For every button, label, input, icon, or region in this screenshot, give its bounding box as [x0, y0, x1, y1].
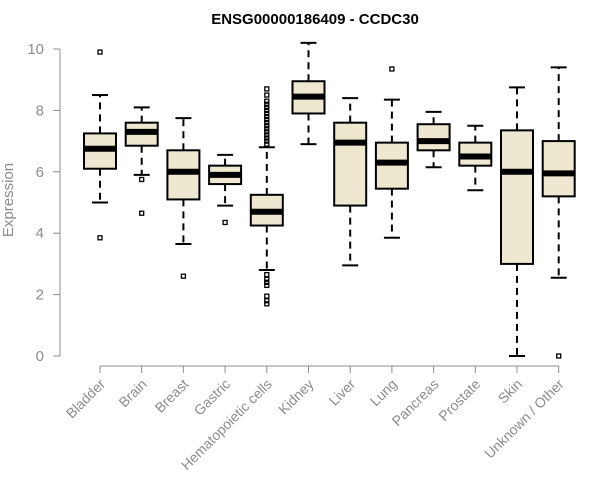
boxes — [83, 41, 576, 359]
box-brain — [124, 106, 159, 216]
box-liver — [333, 97, 368, 267]
iqr-box — [416, 123, 451, 152]
outlier-point — [264, 276, 270, 282]
y-tick-label: 10 — [27, 41, 44, 58]
x-tick-label: Breast — [152, 376, 192, 416]
box-kidney — [291, 41, 326, 146]
y-tick-label: 4 — [36, 225, 44, 242]
outlier-point — [264, 113, 270, 120]
outlier-point — [264, 138, 270, 144]
outlier-point — [264, 86, 270, 92]
iqr-box — [500, 129, 534, 265]
outlier-point — [264, 132, 270, 138]
outlier-point — [264, 301, 270, 307]
y-tick-label: 2 — [36, 287, 44, 304]
box-pancreas — [416, 110, 451, 169]
outlier-point — [264, 110, 270, 117]
box-bladder — [83, 49, 117, 241]
outlier-point — [222, 219, 228, 226]
box-breast — [166, 117, 201, 279]
outlier-point — [264, 129, 270, 135]
y-axis: 0 2 4 6 8 10 — [27, 41, 61, 365]
outlier-point — [264, 98, 270, 104]
box-gastric — [208, 153, 243, 226]
x-tick-label: Kidney — [275, 376, 317, 418]
x-tick-label: Lung — [367, 376, 400, 409]
outlier-point — [264, 298, 270, 304]
chart-title: ENSG00000186409 - CCDC30 — [211, 11, 419, 28]
outlier-point — [264, 101, 270, 107]
outlier-point — [264, 116, 270, 123]
x-tick-label: Liver — [326, 376, 359, 409]
outlier-point — [264, 293, 270, 299]
outlier-point — [264, 104, 270, 110]
outlier-point — [264, 141, 270, 147]
outlier-point — [264, 135, 270, 141]
y-tick-label: 6 — [36, 164, 44, 181]
x-tick-label: Prostate — [435, 376, 483, 424]
iqr-box — [541, 140, 576, 198]
y-axis-label: Expression — [0, 163, 17, 237]
x-tick-label: Bladder — [63, 376, 109, 422]
y-tick-label: 0 — [36, 348, 44, 365]
outlier-point — [264, 126, 270, 132]
iqr-box — [166, 149, 201, 201]
box-skin — [500, 86, 534, 357]
outlier-point — [264, 282, 270, 289]
outlier-point — [139, 210, 145, 216]
outlier-point — [389, 66, 395, 72]
box-hematopoietic-cells — [249, 86, 284, 307]
outlier-point — [556, 353, 562, 359]
outlier-point — [180, 273, 187, 279]
x-tick-label: Unknown / Other — [481, 376, 567, 462]
iqr-box — [374, 141, 409, 190]
outlier-point — [264, 123, 270, 129]
box-lung — [374, 66, 409, 239]
outlier-point — [139, 176, 145, 183]
outlier-point — [264, 271, 270, 278]
x-tick-label: Skin — [495, 376, 526, 407]
y-tick-label: 8 — [36, 102, 44, 119]
outlier-point — [264, 92, 270, 98]
outlier-point — [264, 120, 270, 126]
box-unknown-other — [541, 66, 576, 359]
x-tick-label: Brain — [115, 376, 149, 410]
outlier-point — [264, 279, 270, 285]
outlier-point — [97, 49, 103, 55]
outlier-point — [97, 235, 103, 241]
box-prostate — [458, 124, 493, 192]
outlier-point — [264, 107, 270, 114]
iqr-box — [333, 121, 368, 207]
